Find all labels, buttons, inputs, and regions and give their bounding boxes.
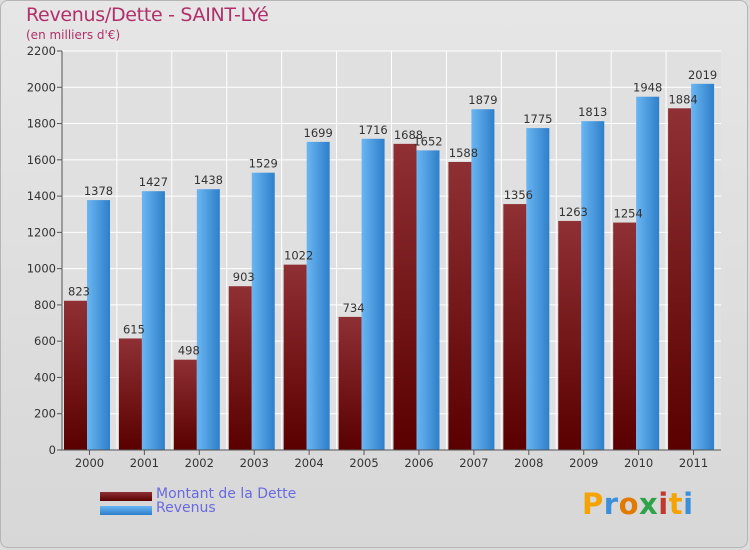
bar-revenue	[196, 189, 220, 450]
data-label-debt: 498	[178, 344, 200, 358]
bar-debt	[558, 220, 582, 450]
bar-revenue	[87, 200, 110, 450]
bar-debt	[118, 338, 142, 450]
data-label-revenue: 1427	[139, 175, 168, 189]
y-tick-label: 1000	[27, 262, 56, 276]
bar-revenue	[306, 141, 330, 451]
data-label-revenue: 1879	[468, 93, 497, 107]
bar-debt	[448, 161, 472, 450]
bar-revenue	[526, 128, 550, 451]
y-tick-label: 200	[34, 407, 56, 421]
y-tick-label: 800	[34, 298, 56, 312]
data-label-revenue: 1378	[84, 184, 113, 198]
bar-revenue	[636, 96, 660, 450]
bar-revenue	[471, 109, 495, 451]
x-tick-label: 2001	[130, 456, 159, 470]
bar-revenue	[251, 172, 275, 450]
data-label-revenue: 1652	[413, 134, 442, 148]
bar-debt	[64, 300, 87, 450]
bar-debt	[338, 316, 362, 450]
logo-letter: r	[603, 487, 619, 521]
x-tick-label: 2000	[75, 456, 104, 470]
x-tick-label: 2009	[569, 456, 598, 470]
bar-revenue	[416, 150, 440, 450]
y-tick-label: 1400	[27, 189, 56, 203]
axes: 0 200 400 600 800 1000 1200 1400 1600 1800 2000 220…	[27, 44, 721, 470]
y-tick-label: 600	[34, 334, 56, 348]
data-label-revenue: 2019	[688, 68, 717, 82]
legend-swatch-revenue	[100, 506, 152, 515]
x-tick-label: 2010	[624, 456, 653, 470]
data-label-debt: 1356	[504, 188, 533, 202]
x-tick-label: 2004	[294, 456, 323, 470]
data-label-revenue: 1775	[523, 112, 552, 126]
data-label-debt: 823	[68, 285, 90, 299]
bar-debt	[173, 359, 197, 450]
grid-lines	[62, 50, 721, 451]
x-tick-label: 2011	[679, 456, 708, 470]
y-tick-label: 2000	[27, 80, 56, 94]
data-label-debt: 1884	[668, 92, 697, 106]
x-tick-label: 2002	[185, 456, 214, 470]
y-tick-label: 1600	[27, 153, 56, 167]
logo-letter: x	[639, 487, 659, 521]
data-label-debt: 734	[343, 301, 365, 315]
data-label-revenue: 1813	[578, 105, 607, 119]
bar-debt	[503, 204, 527, 450]
bar-revenue	[691, 83, 715, 451]
logo-letter: i	[658, 487, 669, 521]
x-tick-label: 2007	[459, 456, 488, 470]
legend-label-debt: Montant de la Dette	[156, 486, 297, 502]
data-label-revenue: 1529	[249, 157, 278, 171]
proxiti-logo: Proxiti	[582, 487, 694, 521]
data-label-debt: 1263	[559, 205, 588, 219]
data-label-debt: 1688	[394, 128, 423, 142]
chart-subtitle: (en milliers d'€)	[26, 28, 121, 42]
logo-letter: P	[582, 487, 604, 521]
y-tick-label: 0	[49, 443, 56, 457]
logo-letter: i	[683, 487, 694, 521]
x-tick-label: 2003	[240, 456, 269, 470]
data-labels: 823 1378 615 1427 498 1438 903 1529 1022 1699 734 1…	[68, 68, 717, 358]
x-tick-label: 2005	[349, 456, 378, 470]
legend-swatch-debt	[100, 492, 152, 501]
data-label-revenue: 1699	[304, 126, 333, 140]
data-label-debt: 615	[123, 322, 145, 336]
bars	[64, 83, 715, 451]
bar-debt	[228, 286, 252, 450]
bar-debt	[613, 222, 637, 450]
bar-revenue	[141, 191, 165, 450]
data-label-debt: 1588	[449, 146, 478, 160]
data-label-revenue: 1948	[633, 81, 662, 95]
data-label-debt: 1254	[614, 207, 643, 221]
x-tick-label: 2006	[404, 456, 433, 470]
bar-debt	[668, 108, 692, 450]
y-tick-label: 2200	[27, 44, 56, 58]
data-label-revenue: 1716	[358, 123, 387, 137]
y-tick-label: 1200	[27, 225, 56, 239]
y-tick-label: 400	[34, 370, 56, 384]
data-label-debt: 1022	[284, 249, 313, 263]
data-label-debt: 903	[233, 270, 255, 284]
bar-debt	[393, 143, 417, 450]
bar-revenue	[581, 121, 605, 450]
legend-label-revenue: Revenus	[156, 500, 216, 516]
bar-debt	[283, 264, 307, 450]
x-tick-label: 2008	[514, 456, 543, 470]
logo-letter: o	[618, 487, 640, 521]
chart-title: Revenus/Dette - SAINT-LYé	[26, 4, 269, 26]
y-tick-label: 1800	[27, 117, 56, 131]
logo-letter: t	[668, 487, 684, 521]
bar-revenue	[361, 138, 385, 450]
data-label-revenue: 1438	[194, 173, 223, 187]
